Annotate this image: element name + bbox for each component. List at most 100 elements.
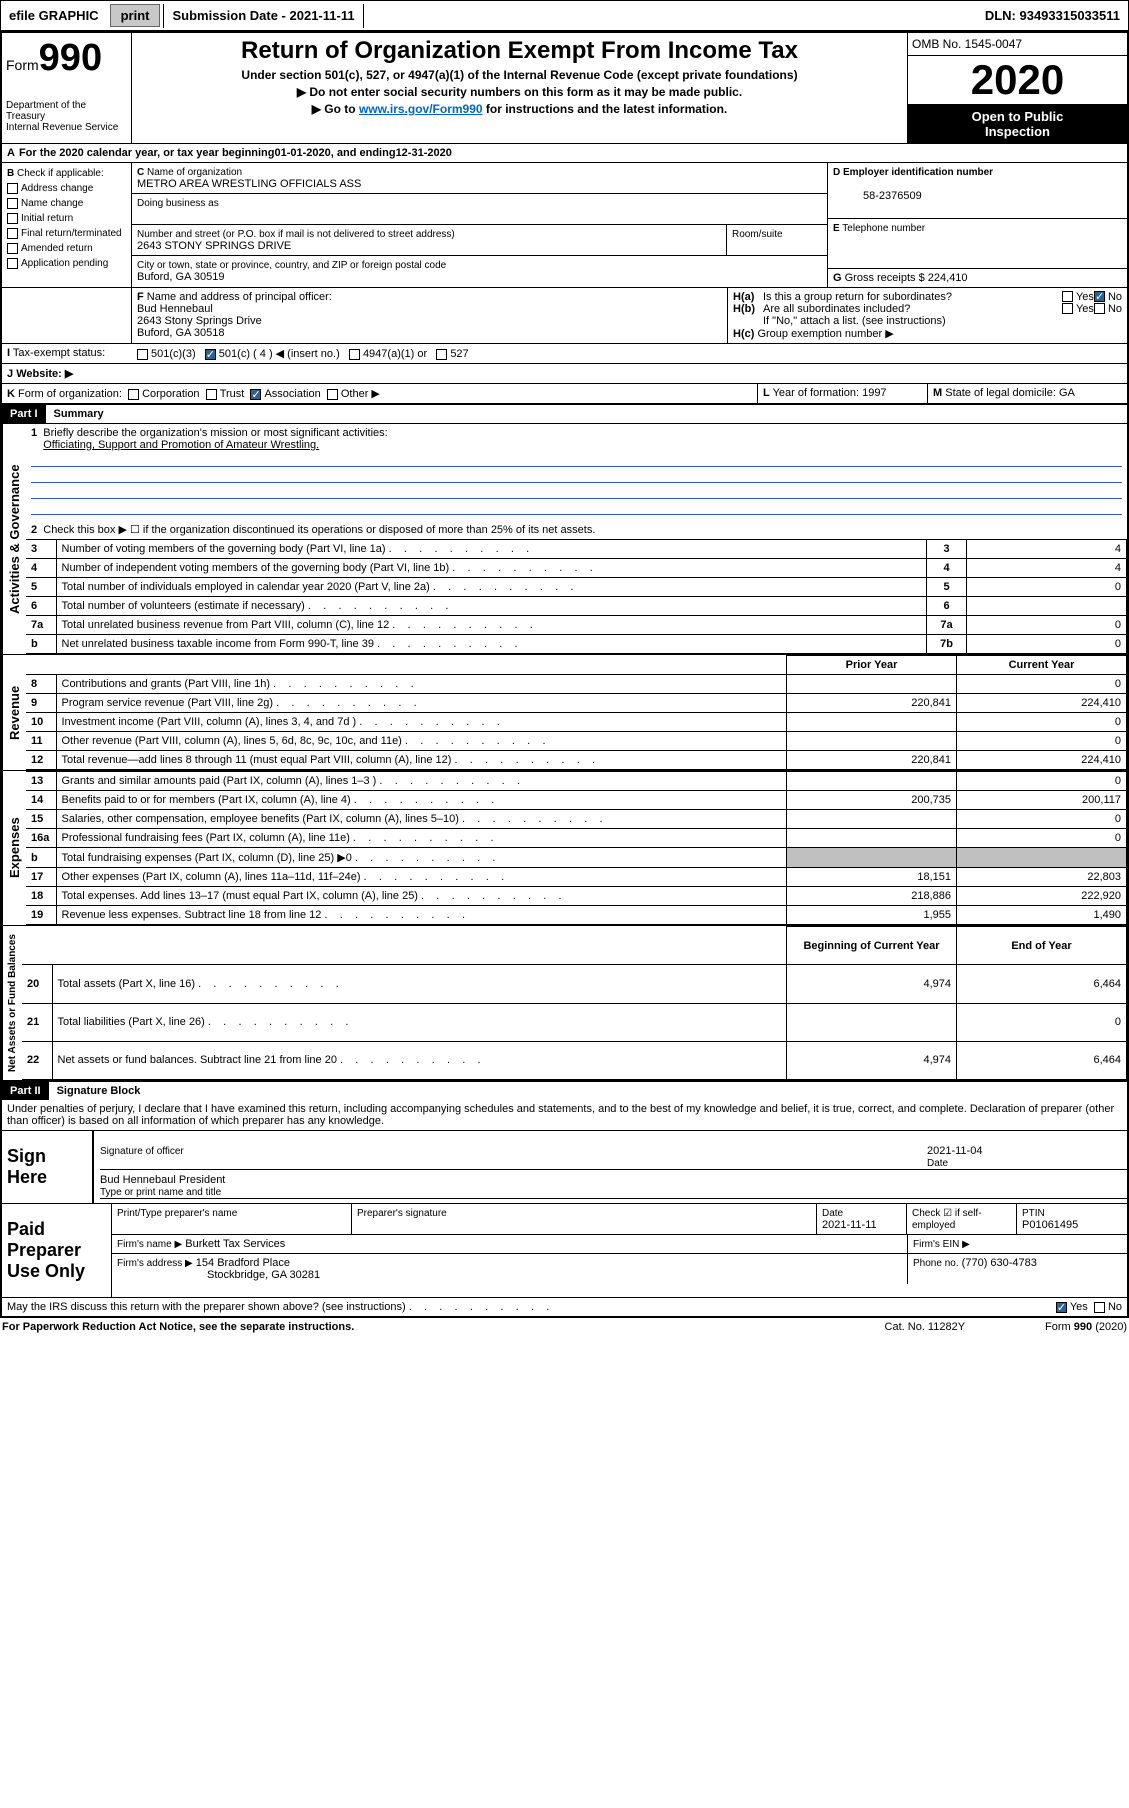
line2: 2 Check this box ▶ ☐ if the organization… [26, 520, 1127, 539]
vtab-exp: Expenses [2, 771, 26, 925]
header-right: OMB No. 1545-0047 2020 Open to PublicIns… [907, 33, 1127, 143]
tax-year: 2020 [908, 56, 1127, 105]
pra: For Paperwork Reduction Act Notice, see … [2, 1321, 885, 1333]
print-button[interactable]: print [110, 4, 161, 27]
part1-hdr: Part I [2, 405, 46, 423]
addr-cell: Number and street (or P.O. box if mail i… [132, 225, 727, 255]
form-footer: Form 990 (2020) [1045, 1321, 1127, 1333]
chk-corp[interactable] [128, 389, 139, 400]
omb: OMB No. 1545-0047 [908, 33, 1127, 56]
discuss-row: May the IRS discuss this return with the… [2, 1297, 1127, 1316]
H-cell: H(a)Is this a group return for subordina… [727, 288, 1127, 343]
street: 2643 STONY SPRINGS DRIVE [137, 240, 291, 252]
chk-assoc[interactable] [250, 389, 261, 400]
open-inspection: Open to PublicInspection [908, 105, 1127, 143]
officer-cell: F Name and address of principal officer:… [132, 288, 727, 343]
chk-501c[interactable] [205, 349, 216, 360]
org-name: METRO AREA WRESTLING OFFICIALS ASS [137, 178, 361, 190]
chk-other[interactable] [327, 389, 338, 400]
efile-label: efile GRAPHIC [1, 5, 107, 26]
hb-note: If "No," attach a list. (see instruction… [763, 315, 1122, 327]
L-cell: L Year of formation: 1997 [757, 384, 927, 403]
instructions-link[interactable]: www.irs.gov/Form990 [359, 102, 483, 116]
form-body: Form990 Department of the Treasury Inter… [0, 31, 1129, 1318]
ein-cell: D Employer identification number 58-2376… [828, 163, 1127, 219]
dba-cell: Doing business as [132, 194, 827, 225]
revenue-section: Revenue Prior YearCurrent Year8Contribut… [2, 654, 1127, 770]
gross-receipts: 224,410 [928, 272, 968, 284]
table-net: Beginning of Current YearEnd of Year20To… [22, 926, 1127, 1080]
cat-no: Cat. No. 11282Y [885, 1321, 966, 1333]
ha-yes[interactable] [1062, 291, 1073, 302]
officer-addr1: 2643 Stony Springs Drive [137, 315, 262, 327]
sub1: Under section 501(c), 527, or 4947(a)(1)… [136, 68, 903, 82]
discuss-yes[interactable] [1056, 1302, 1067, 1313]
netassets-section: Net Assets or Fund Balances Beginning of… [2, 925, 1127, 1080]
period-row: A For the 2020 calendar year, or tax yea… [2, 143, 1127, 162]
part2-hdr: Part II [2, 1082, 49, 1100]
blank [2, 288, 132, 343]
col-B: B Check if applicable: Address change Na… [2, 163, 132, 287]
dln: DLN: 93493315033511 [977, 5, 1128, 26]
chk-527[interactable] [436, 349, 447, 360]
col-DEG: D Employer identification number 58-2376… [827, 163, 1127, 287]
subdate: Submission Date - 2021-11-11 [164, 5, 362, 26]
sub2: Do not enter social security numbers on … [136, 85, 903, 99]
chk-amended[interactable] [7, 243, 18, 254]
header-left: Form990 Department of the Treasury Inter… [2, 33, 132, 143]
M-cell: M State of legal domicile: GA [927, 384, 1127, 403]
table-exp: 13Grants and similar amounts paid (Part … [26, 771, 1127, 925]
part1-header: Part I Summary [2, 403, 1127, 423]
header-mid: Return of Organization Exempt From Incom… [132, 33, 907, 143]
tax-status: 501(c)(3) 501(c) ( 4 ) ◀ (insert no.) 49… [132, 344, 1127, 363]
col-C: C Name of organization METRO AREA WRESTL… [132, 163, 827, 287]
footer: For Paperwork Reduction Act Notice, see … [0, 1318, 1129, 1336]
sub3: Go to www.irs.gov/Form990 for instructio… [136, 102, 903, 116]
part2-title: Signature Block [49, 1082, 149, 1100]
toolbar-sep [363, 4, 364, 28]
room-cell: Room/suite [727, 225, 827, 255]
ha-no[interactable] [1094, 291, 1105, 302]
typed-name: Bud Hennebaul President [100, 1174, 225, 1186]
hb-no[interactable] [1094, 303, 1105, 314]
chk-address[interactable] [7, 183, 18, 194]
activities-governance: Activities & Governance 1 Briefly descri… [2, 423, 1127, 654]
org-name-cell: C Name of organization METRO AREA WRESTL… [132, 163, 827, 194]
paid-preparer: Paid Preparer Use Only Print/Type prepar… [2, 1203, 1127, 1297]
section-bcdefg: B Check if applicable: Address change Na… [2, 162, 1127, 287]
expenses-section: Expenses 13Grants and similar amounts pa… [2, 770, 1127, 925]
form-title: Return of Organization Exempt From Incom… [136, 37, 903, 65]
prep-fields: Print/Type preparer's name Preparer's si… [112, 1204, 1127, 1297]
gross-cell: G Gross receipts $ 224,410 [828, 269, 1127, 287]
part2-header: Part II Signature Block [2, 1080, 1127, 1100]
chk-4947[interactable] [349, 349, 360, 360]
row-I: I Tax-exempt status: 501(c)(3) 501(c) ( … [2, 343, 1127, 363]
part1-title: Summary [46, 405, 112, 423]
line1: 1 Briefly describe the organization's mi… [26, 424, 1127, 520]
chk-final[interactable] [7, 228, 18, 239]
hb-yes[interactable] [1062, 303, 1073, 314]
officer-addr2: Buford, GA 30518 [137, 327, 224, 339]
toolbar: efile GRAPHIC print Submission Date - 20… [0, 0, 1129, 31]
chk-name[interactable] [7, 198, 18, 209]
discuss-no[interactable] [1094, 1302, 1105, 1313]
form-label: Form990 [6, 37, 127, 80]
sign-fields: Signature of officer 2021-11-04Date Bud … [92, 1131, 1127, 1203]
addr-row: Number and street (or P.O. box if mail i… [132, 225, 827, 256]
K-cell: K Form of organization: Corporation Trus… [2, 384, 757, 403]
row-KLM: K Form of organization: Corporation Trus… [2, 383, 1127, 403]
sign-here-label: Sign Here [2, 1131, 82, 1203]
perjury: Under penalties of perjury, I declare th… [2, 1100, 1127, 1130]
row-FH: F Name and address of principal officer:… [2, 287, 1127, 343]
header: Form990 Department of the Treasury Inter… [2, 33, 1127, 143]
chk-pending[interactable] [7, 258, 18, 269]
ag-content: 1 Briefly describe the organization's mi… [26, 424, 1127, 654]
officer-name: Bud Hennebaul [137, 303, 213, 315]
chk-trust[interactable] [206, 389, 217, 400]
city: Buford, GA 30519 [137, 271, 224, 283]
city-cell: City or town, state or province, country… [132, 256, 827, 286]
paid-label: Paid Preparer Use Only [2, 1204, 112, 1297]
chk-initial[interactable] [7, 213, 18, 224]
chk-501c3[interactable] [137, 349, 148, 360]
vtab-ag: Activities & Governance [2, 424, 26, 654]
